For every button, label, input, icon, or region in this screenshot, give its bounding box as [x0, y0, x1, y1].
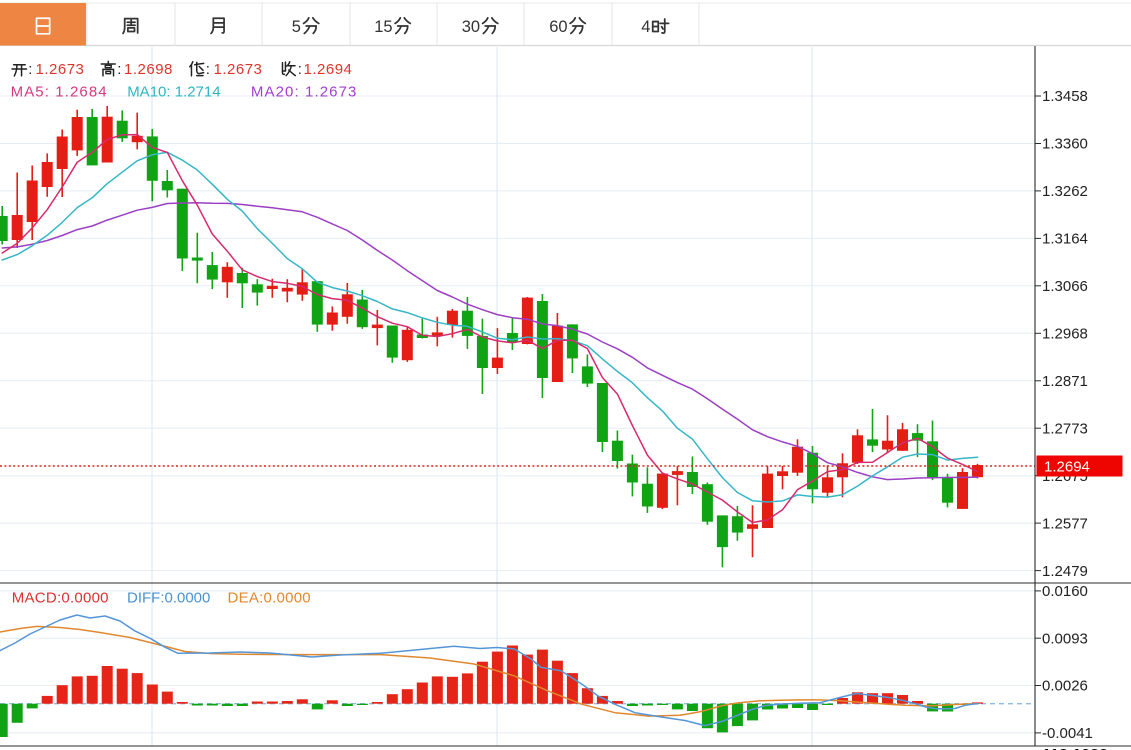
svg-text:1.2698: 1.2698: [124, 61, 173, 78]
svg-text:15: 15: [374, 18, 392, 36]
svg-text:118.1222: 118.1222: [1042, 747, 1108, 750]
svg-text:1.2871: 1.2871: [1042, 373, 1088, 390]
svg-text:1.2694: 1.2694: [1044, 459, 1090, 476]
svg-text:0.0093: 0.0093: [1042, 630, 1088, 647]
svg-text:1.2968: 1.2968: [1042, 326, 1088, 343]
svg-text:MA20: 1.2673: MA20: 1.2673: [251, 84, 358, 101]
svg-text:1.3262: 1.3262: [1042, 183, 1088, 200]
svg-text:DEA:0.0000: DEA:0.0000: [228, 590, 311, 607]
svg-text:60: 60: [549, 18, 567, 36]
svg-text:1.3360: 1.3360: [1042, 136, 1088, 153]
svg-text:MA10: 1.2714: MA10: 1.2714: [127, 84, 220, 101]
svg-text:5: 5: [292, 18, 301, 36]
svg-text::: :: [206, 61, 210, 78]
svg-text:1.2773: 1.2773: [1042, 420, 1088, 437]
svg-text:1.3066: 1.3066: [1042, 278, 1088, 295]
svg-text:1.3458: 1.3458: [1042, 88, 1088, 105]
svg-text:DIFF:0.0000: DIFF:0.0000: [127, 590, 210, 607]
svg-text:1.2694: 1.2694: [304, 61, 353, 78]
svg-text:1.2673: 1.2673: [214, 61, 263, 78]
svg-text:MACD:0.0000: MACD:0.0000: [12, 590, 109, 607]
svg-text:MA5: 1.2684: MA5: 1.2684: [11, 84, 108, 101]
svg-text::: :: [28, 61, 32, 78]
svg-text:1.2577: 1.2577: [1042, 515, 1088, 532]
svg-text:1.2479: 1.2479: [1042, 563, 1088, 580]
svg-text:4: 4: [641, 18, 650, 36]
svg-text:0.0026: 0.0026: [1042, 678, 1088, 695]
svg-text::: :: [298, 61, 302, 78]
svg-text:1.3164: 1.3164: [1042, 231, 1088, 248]
svg-text:1.2673: 1.2673: [36, 61, 85, 78]
svg-text:-0.0041: -0.0041: [1042, 725, 1093, 742]
svg-text:0.0160: 0.0160: [1042, 583, 1088, 600]
svg-text:30: 30: [462, 18, 480, 36]
svg-text::: :: [117, 61, 121, 78]
